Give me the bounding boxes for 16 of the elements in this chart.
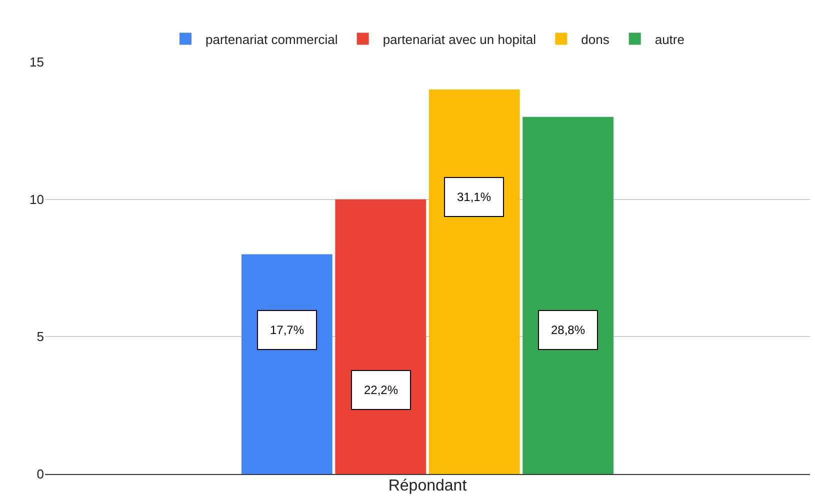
legend-label: dons [581, 32, 610, 47]
y-tick-label: 15 [30, 54, 44, 70]
legend-label: autre [654, 32, 684, 47]
legend-label: partenariat commercial [206, 32, 338, 47]
bar [428, 89, 520, 474]
y-tick-label: 0 [36, 466, 44, 482]
y-tick-label: 10 [30, 192, 44, 207]
y-tick-label: 5 [36, 329, 44, 344]
annotation: 28,8% [551, 323, 586, 337]
annotation: 17,7% [270, 323, 304, 337]
annotation: 22,2% [364, 383, 398, 397]
annotation: 31,1% [457, 190, 492, 204]
bar [335, 199, 426, 474]
bar [522, 116, 614, 474]
legend-label: partenariat avec un hopital [382, 32, 536, 47]
x-axis-title: Répondant [388, 477, 468, 494]
